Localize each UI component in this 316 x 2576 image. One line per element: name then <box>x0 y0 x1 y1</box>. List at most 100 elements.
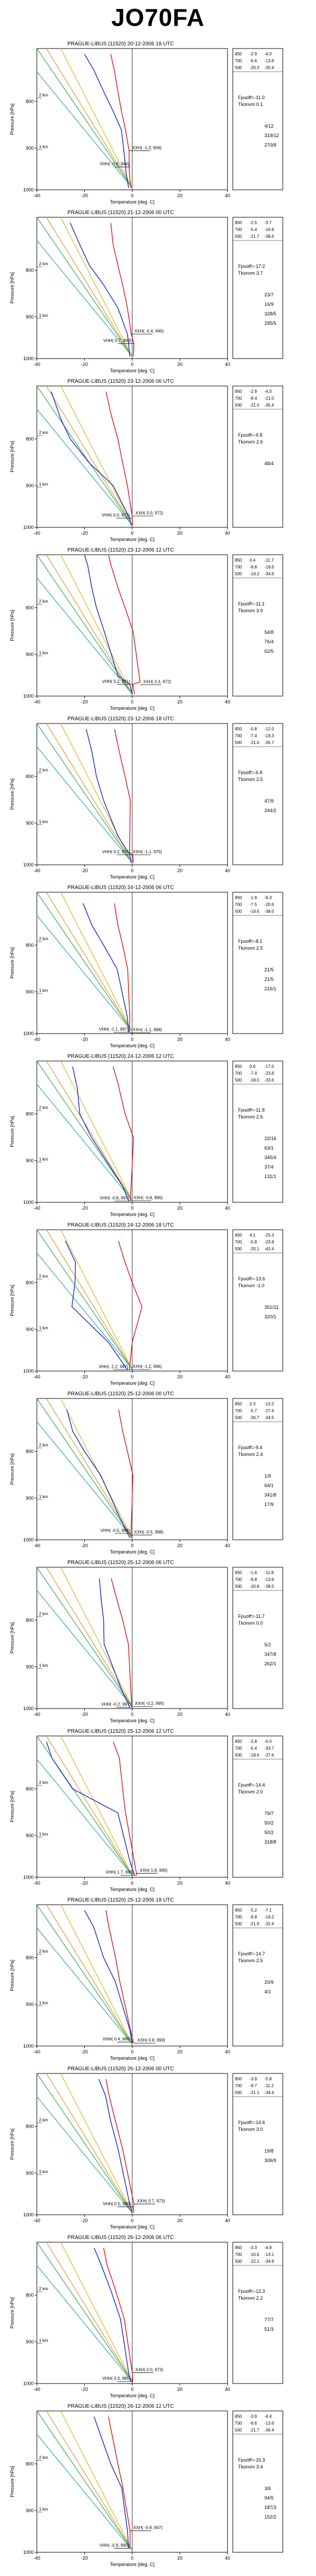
panel-6-ref-line-3 <box>37 892 133 1032</box>
panel-14-table-cell: -13.1 <box>264 2252 274 2257</box>
panel-4-ytick-label: 900 <box>26 652 34 657</box>
panel-8-wind-1: 351/11 <box>264 1305 279 1310</box>
panel-11-table-cell: 700 <box>235 1746 242 1751</box>
panel-4-xtick-label: 0 <box>131 699 133 705</box>
panel-5-wind-1: 47/9 <box>264 798 274 804</box>
panel-11-lines <box>37 1736 137 1876</box>
panel-14-inv-label-2: XXH( 0.0, 973) <box>135 2367 163 2372</box>
panel-15-ytick-label: 1000 <box>23 2550 34 2555</box>
panel-15-header: PRAGUE-LIBUS (11520) 26-12-2006 12 UTC <box>67 2404 174 2409</box>
panel-12-ytick-label: 1000 <box>23 2043 34 2049</box>
panel-10-xtick-label: -40 <box>33 1712 40 1717</box>
panel-1-lines <box>37 49 133 188</box>
panel-13-table-cell: -5.8 <box>264 2077 272 2081</box>
panel-13-table-cell: -9.7 <box>250 2083 257 2088</box>
panel-1-table-cell: -6.6 <box>250 59 257 63</box>
sounding-chart-7: PRAGUE-LIBUS (11520) 24-12-2006 12 UTC VH… <box>9 1054 283 1217</box>
panel-7-ref-line-1 <box>60 1061 133 1201</box>
panel-6-table-cell: 500 <box>235 909 242 914</box>
panel-13-series-Td <box>98 2079 133 2213</box>
panel-6-ytick-label: 900 <box>26 989 34 995</box>
panel-7-param-1: Fpuoff=-11.8 <box>238 1107 264 1113</box>
panel-7-xtick-label: -40 <box>33 1205 40 1211</box>
panel-7-ref-line-3 <box>37 1061 133 1201</box>
panel-15-table-cell: -21.7 <box>250 2428 260 2433</box>
panel-15-inv-label-1: VHH( -0.9, 990) <box>100 2543 129 2548</box>
panel-9-wind-4: 17/9 <box>264 1502 274 1507</box>
panel-1-inv-label-2: XXH( -1.3, 906) <box>132 146 162 150</box>
panel-12-table-cell: -5.2 <box>250 1908 257 1913</box>
panel-2-xtick-label: 20 <box>177 362 182 367</box>
panel-10-ref-line-1 <box>60 1567 133 1707</box>
panel-13-table-cell: 850 <box>235 2077 242 2081</box>
panel-8-inv-label-1: VHH( -1.2, 997) <box>99 1365 129 1369</box>
panel-7-xtick-label: 40 <box>225 1205 230 1211</box>
panel-10-ref-line-4 <box>37 1589 133 1707</box>
panel-11-y-axis-label: Pressure [hPa] <box>9 1791 15 1822</box>
panel-15-table-cell: 850 <box>235 2414 242 2419</box>
panel-10-param-1: Fpuoff=-11.7 <box>238 1614 264 1619</box>
panel-10-y-axis-label: Pressure [hPa] <box>9 1622 15 1654</box>
panel-12-ref-line-1 <box>60 1905 133 2044</box>
panel-4-header: PRAGUE-LIBUS (11520) 23-12-2006 12 UTC <box>67 547 174 553</box>
panel-1-series-Td <box>84 54 129 188</box>
panel-12-ref-line-3 <box>37 1905 133 2044</box>
panel-1-wind-3: 270/8 <box>264 142 276 148</box>
panel-4-ref-line-4 <box>37 577 133 694</box>
panel-15-x-axis-label: Temperature [deg. C] <box>110 2562 155 2567</box>
panel-6-table-cell: -19.6 <box>250 909 260 914</box>
panel-8-lines <box>37 1230 143 1371</box>
panel-15-wind-3: 187/3 <box>264 2505 276 2510</box>
panel-7-table-cell: -7.4 <box>250 1071 257 1076</box>
panel-13-inv-label-1: VHH( 0.5, 980) <box>103 2202 131 2206</box>
panel-5-table-cell: -21.0 <box>250 740 260 745</box>
panel-2-header: PRAGUE-LIBUS (11520) 21-12-2006 00 UTC <box>67 210 174 216</box>
panel-12-xtick-label: 40 <box>225 2049 230 2054</box>
panel-13-table-cell: -34.4 <box>264 2090 274 2095</box>
panel-7-series-Td <box>72 1066 129 1201</box>
panel-1-ytick-label: 800 <box>26 99 34 104</box>
panel-8-xtick-label: -20 <box>81 1374 88 1379</box>
panel-4-lines <box>37 555 141 694</box>
panel-14-x-axis-label: Temperature [deg. C] <box>110 2393 155 2398</box>
panel-10-table-cell: -1.6 <box>250 1570 257 1575</box>
panel-9-table-cell: -13.2 <box>264 1402 274 1406</box>
panel-11-table-cell: -2.8 <box>250 1739 257 1744</box>
panel-4-inv-label-1: VHH( 0.2, 971) <box>102 679 131 684</box>
panel-14-ref-line-1 <box>60 2242 133 2382</box>
panel-9-ytick-label: 800 <box>26 1449 34 1454</box>
panel-9-table-cell: -27.4 <box>264 1408 274 1413</box>
panel-8-table-cell: 850 <box>235 1233 242 1238</box>
panel-9-ref-line-1 <box>60 1398 133 1538</box>
panel-12-table-cell: -21.9 <box>250 1922 260 1926</box>
panel-7-xtick-label: 20 <box>177 1205 182 1211</box>
panel-7-ref-line-2 <box>46 1061 133 1201</box>
panel-7-lines <box>37 1061 134 1201</box>
panel-1-xtick-label: 40 <box>225 193 230 198</box>
panel-2-wind-4: 295/5 <box>264 321 276 326</box>
panel-13-info-box <box>232 2073 283 2215</box>
panel-11-series-Td <box>46 1741 135 1876</box>
panel-5-ytick-label: 800 <box>26 774 34 779</box>
panel-15-wind-4: 152/2 <box>264 2514 276 2520</box>
panel-3-table-cell: 500 <box>235 403 242 408</box>
panel-8-xtick-label: 40 <box>225 1374 230 1379</box>
panel-1-ytick-label: 1000 <box>23 187 34 192</box>
panel-11-ref-line-2 <box>46 1736 133 1876</box>
panel-2-xtick-label: 0 <box>131 362 133 367</box>
panel-12-header: PRAGUE-LIBUS (11520) 25-12-2006 18 UTC <box>67 1897 174 1903</box>
panel-8-table-cell: -20.1 <box>250 1247 260 1251</box>
sounding-chart-14: PRAGUE-LIBUS (11520) 26-12-2006 06 UTC VH… <box>9 2235 283 2398</box>
panel-2-ref-line-2 <box>46 217 133 357</box>
panel-8-y-axis-label: Pressure [hPa] <box>9 1285 15 1316</box>
panel-6-table-cell: 850 <box>235 895 242 900</box>
panel-9-y-axis-label: Pressure [hPa] <box>9 1453 15 1485</box>
panel-3-xtick-label: -40 <box>33 530 40 536</box>
panel-14-wind-2: 51/3 <box>264 2327 274 2332</box>
panel-11-xtick-label: 20 <box>177 1880 182 1886</box>
panel-9-ytick-label: 900 <box>26 1496 34 1501</box>
panel-3-ytick-label: 900 <box>26 483 34 488</box>
panel-9-xtick-label: 20 <box>177 1543 182 1548</box>
panel-7-wind-5: 131/1 <box>264 1174 276 1179</box>
panel-3-table-cell: -21.0 <box>264 396 274 401</box>
